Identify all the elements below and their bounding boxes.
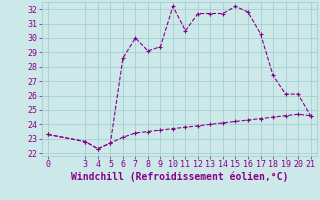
X-axis label: Windchill (Refroidissement éolien,°C): Windchill (Refroidissement éolien,°C): [70, 172, 288, 182]
